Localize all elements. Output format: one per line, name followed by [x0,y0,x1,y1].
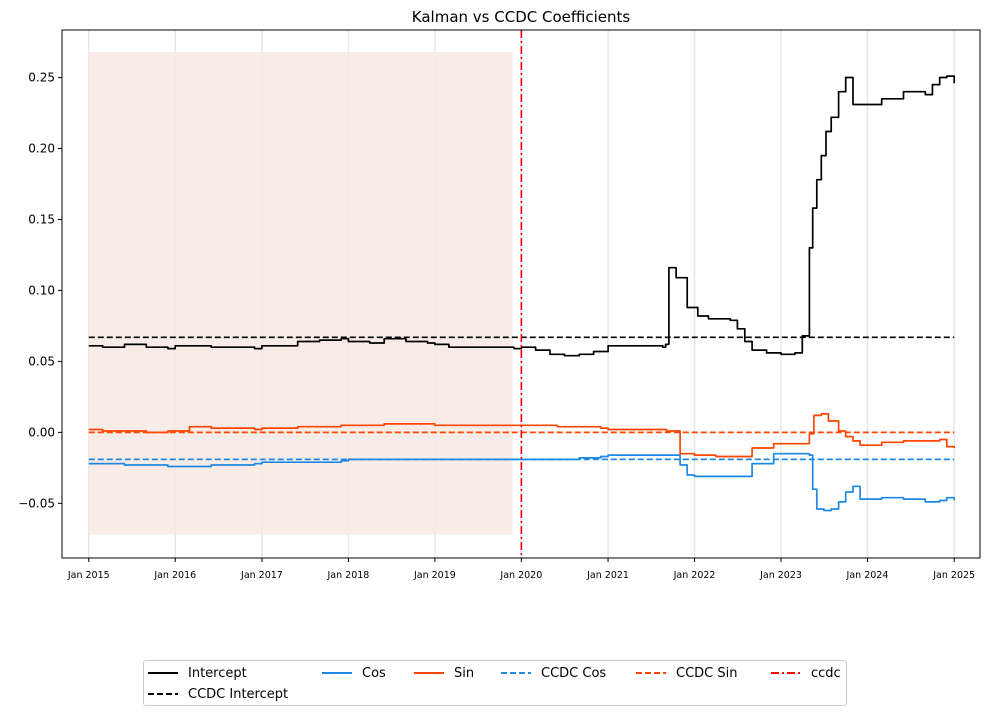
x-axis: Jan 2015 Jan 2016 Jan 2017 Jan 2018 Jan 2019… [67,558,975,581]
x-tick-label: Jan 2017 [240,570,283,581]
chart-title: Kalman vs CCDC Coefficients [412,8,631,26]
y-tick-label: 0.20 [28,142,55,156]
x-tick-label: Jan 2023 [759,570,802,581]
series-cos [88,452,956,512]
legend-item-ccdc: ccdc [771,663,841,683]
legend-item-ccdc-intercept: CCDC Intercept [148,684,288,704]
y-tick-label: 0.15 [28,212,55,226]
legend-item-sin: Sin [414,663,474,683]
shaded-region [88,52,513,535]
legend-item-ccdc-cos: CCDC Cos [501,663,606,683]
y-tick-label: 0.05 [28,354,55,368]
series-layer [88,75,956,512]
x-tick-label: Jan 2020 [499,570,542,581]
x-tick-label: Jan 2021 [586,570,629,581]
legend-label: Intercept [188,665,247,681]
legend-swatch [148,672,178,674]
legend-swatch [771,672,801,674]
legend-item-ccdc-sin: CCDC Sin [636,663,737,683]
legend-swatch [501,672,531,674]
x-tick-label: Jan 2024 [846,570,889,581]
x-tick-label: Jan 2016 [153,570,196,581]
y-tick-label: 0.10 [28,283,55,297]
chart: −0.050.000.050.100.150.200.25 Jan 2015 Ja… [18,8,981,581]
series-intercept [88,75,956,357]
y-tick-label: −0.05 [18,496,55,510]
x-tick-label: Jan 2015 [67,570,110,581]
legend-swatch [322,672,352,674]
x-tick-label: Jan 2019 [413,570,456,581]
legend: Intercept CCDC Intercept Cos Sin CCDC Cos CCD… [143,660,847,706]
legend-swatch [414,672,444,674]
x-tick-label: Jan 2025 [932,570,975,581]
legend-label: CCDC Intercept [188,686,289,702]
y-tick-label: 0.25 [28,71,55,85]
legend-label: ccdc [811,665,841,681]
legend-label: CCDC Sin [676,665,738,681]
legend-label: Sin [454,665,475,681]
legend-label: Cos [362,665,386,681]
x-tick-label: Jan 2022 [673,570,716,581]
legend-item-cos: Cos [322,663,386,683]
legend-label: CCDC Cos [541,665,607,681]
legend-swatch [148,693,178,695]
legend-swatch [636,672,666,674]
y-tick-label: 0.00 [28,425,55,439]
series-sin [88,413,956,458]
y-axis: −0.05 0.00 0.05 0.10 0.15 0.20 0.25 [18,71,62,510]
legend-item-intercept: Intercept [148,663,247,683]
x-tick-label: Jan 2018 [326,570,369,581]
